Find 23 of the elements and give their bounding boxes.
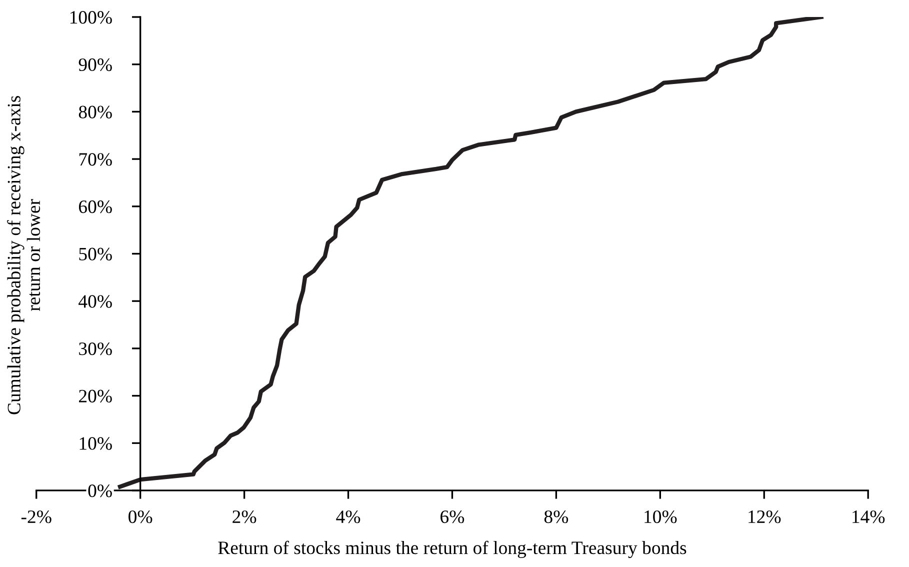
x-tick-label: 6% <box>440 510 464 524</box>
x-tick-label: 4% <box>336 510 360 524</box>
y-tick-label: 80% <box>78 106 112 118</box>
x-tick-label: 0% <box>128 510 152 524</box>
y-tick-label: 40% <box>78 295 112 308</box>
x-tick-label: 10% <box>644 510 677 524</box>
y-tick-label: 0% <box>88 484 112 498</box>
y-tick-label: 10% <box>80 437 112 450</box>
y-tick-label: 30% <box>79 342 112 356</box>
y-tick-label: 60% <box>78 200 112 214</box>
x-tick-label: 14% <box>852 510 885 524</box>
x-axis-title: Return of stocks minus the return of long-term Treasury bonds <box>218 540 686 558</box>
x-tick-label: 2% <box>232 510 256 524</box>
y-tick-label: 20% <box>79 390 112 403</box>
x-tick-label: 8% <box>544 510 568 524</box>
x-tick-label: 12% <box>748 510 781 524</box>
line-series <box>118 17 824 489</box>
y-tick-label: 100% <box>70 11 112 24</box>
y-tick-label: 70% <box>79 153 112 166</box>
y-tick-label: 90% <box>78 58 112 72</box>
y-axis-title: Cumulative probability of receiving x-axis return or lower <box>7 96 40 414</box>
y-tick-label: 50% <box>79 248 112 260</box>
x-tick-label: -2% <box>21 510 52 524</box>
